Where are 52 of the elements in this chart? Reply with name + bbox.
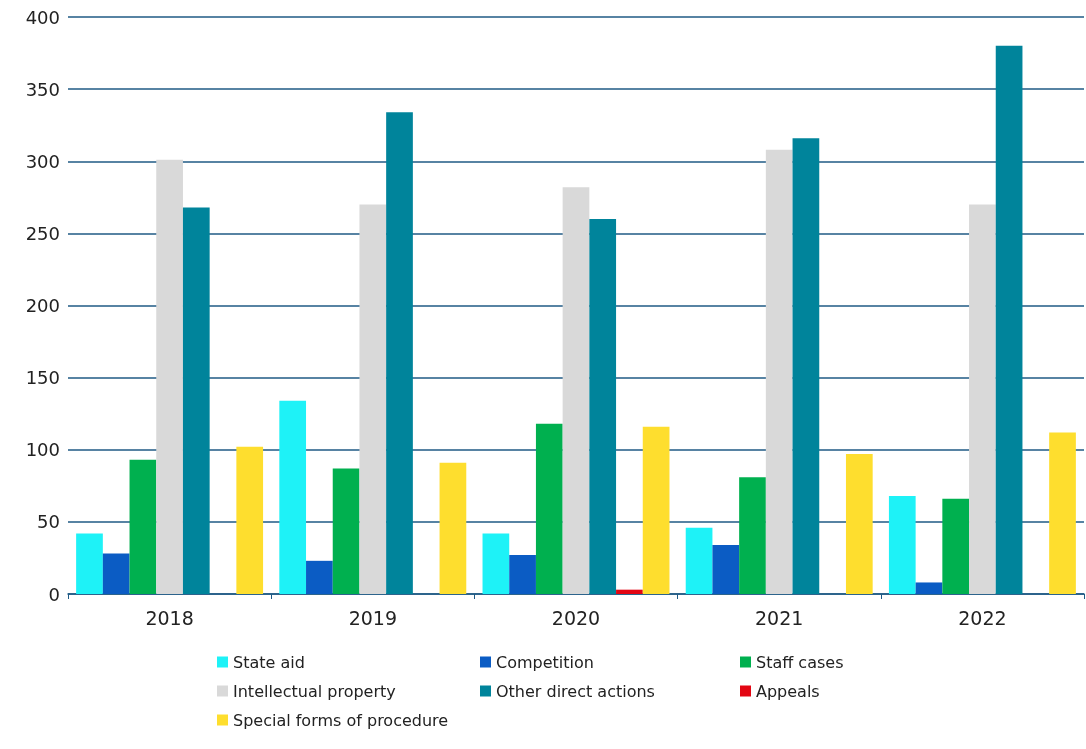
bar bbox=[942, 498, 970, 594]
bar bbox=[279, 400, 307, 594]
y-tick-label: 0 bbox=[48, 583, 60, 605]
x-tick-label: 2021 bbox=[755, 606, 804, 629]
bar bbox=[482, 533, 510, 594]
x-tick-label: 2019 bbox=[348, 606, 397, 629]
bar bbox=[182, 207, 210, 594]
y-tick-label: 300 bbox=[25, 150, 60, 172]
bar bbox=[332, 468, 360, 594]
bar bbox=[915, 582, 943, 594]
x-tick-label: 2022 bbox=[958, 606, 1007, 629]
legend-label: Special forms of procedure bbox=[233, 710, 449, 730]
bar bbox=[129, 459, 157, 594]
y-tick-label: 350 bbox=[25, 78, 60, 100]
bar bbox=[995, 45, 1023, 594]
bar bbox=[712, 544, 740, 594]
x-tick-label: 2018 bbox=[145, 606, 194, 629]
bar bbox=[685, 527, 713, 594]
bar bbox=[236, 446, 264, 594]
y-tick-label: 50 bbox=[37, 511, 60, 533]
bar bbox=[439, 462, 467, 594]
bar bbox=[589, 218, 617, 594]
bar bbox=[765, 149, 793, 594]
legend-label: Other direct actions bbox=[496, 681, 655, 701]
y-tick-label: 200 bbox=[25, 295, 60, 316]
y-tick-label: 150 bbox=[25, 367, 60, 389]
legend-label: State aid bbox=[233, 652, 305, 672]
bar bbox=[792, 138, 820, 594]
bar bbox=[535, 423, 563, 594]
bar bbox=[386, 112, 413, 594]
bar bbox=[845, 454, 873, 594]
y-tick-label: 100 bbox=[25, 439, 60, 461]
legend-label: Staff cases bbox=[756, 652, 844, 672]
bar bbox=[616, 589, 643, 594]
bar bbox=[642, 426, 670, 594]
bar bbox=[739, 477, 766, 594]
x-tick-label: 2020 bbox=[551, 606, 601, 629]
legend-label: Intellectual property bbox=[233, 681, 396, 701]
bar bbox=[969, 204, 996, 594]
bar bbox=[1049, 432, 1076, 594]
y-tick-label: 250 bbox=[25, 222, 60, 244]
legend-label: Competition bbox=[496, 652, 594, 672]
bar bbox=[509, 555, 536, 594]
bar bbox=[888, 495, 916, 594]
bar bbox=[359, 204, 387, 594]
bar bbox=[76, 533, 103, 594]
legend-label: Appeals bbox=[756, 681, 820, 701]
bar bbox=[156, 159, 183, 594]
y-tick-label: 400 bbox=[25, 6, 60, 28]
bar bbox=[306, 560, 333, 594]
bar bbox=[562, 187, 590, 594]
bar bbox=[102, 553, 130, 594]
